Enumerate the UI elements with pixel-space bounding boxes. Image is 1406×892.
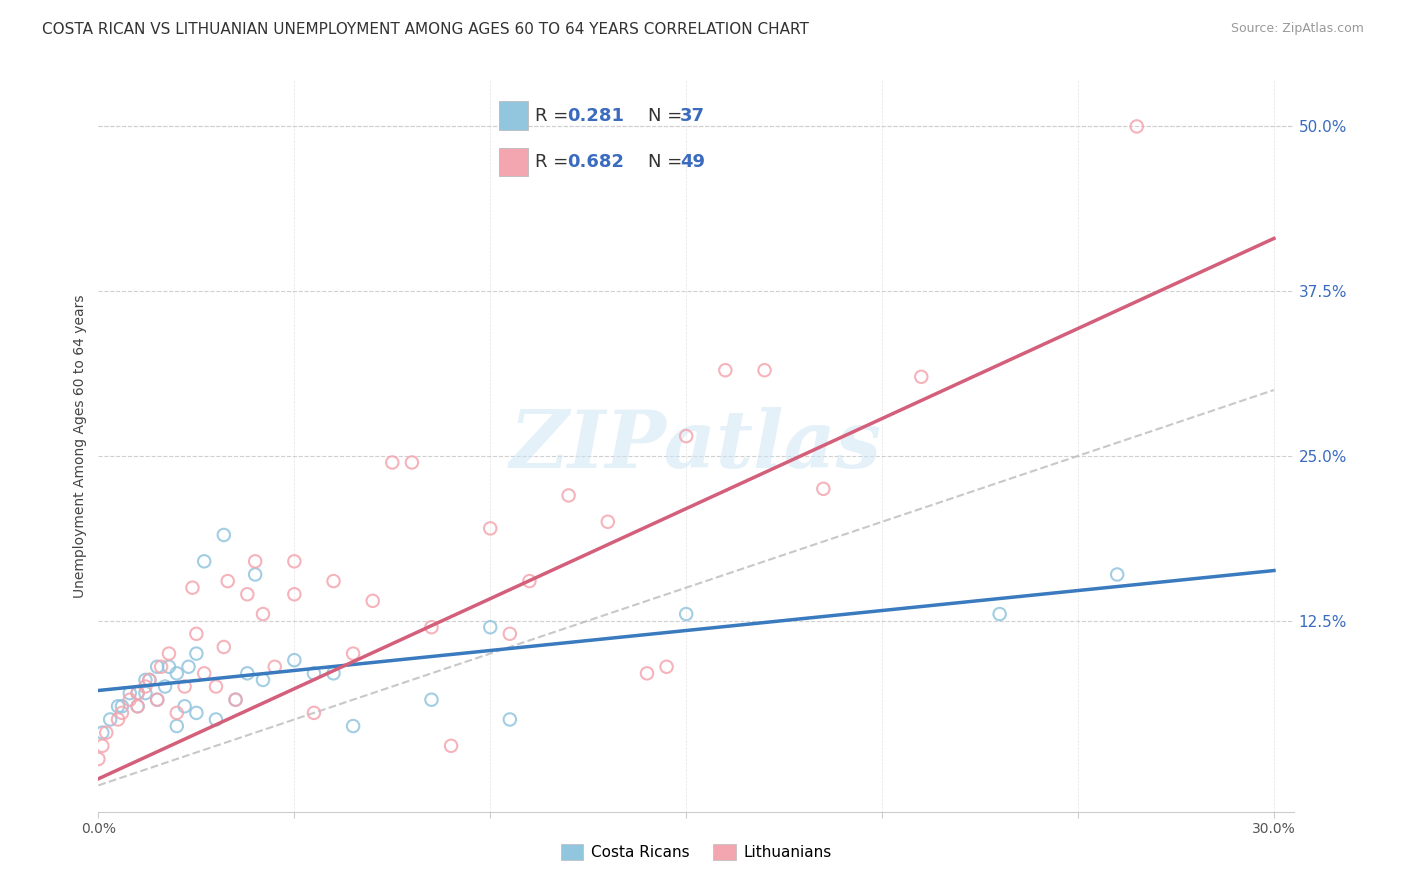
Point	[655, 659, 678, 673]
Text: ZIPatlas: ZIPatlas	[510, 408, 882, 484]
Point	[107, 699, 129, 714]
Point	[173, 680, 195, 694]
Point	[87, 752, 110, 766]
Point	[166, 706, 188, 720]
Point	[236, 587, 259, 601]
Point	[212, 640, 235, 654]
Point	[988, 607, 1011, 621]
Point	[186, 706, 208, 720]
Point	[127, 686, 149, 700]
Point	[127, 699, 149, 714]
Point	[217, 574, 239, 588]
Point	[146, 692, 169, 706]
Point	[479, 521, 502, 535]
Point	[636, 666, 658, 681]
Text: Source: ZipAtlas.com: Source: ZipAtlas.com	[1230, 22, 1364, 36]
Point	[243, 567, 266, 582]
Point	[252, 607, 274, 621]
Point	[420, 692, 443, 706]
Point	[243, 554, 266, 568]
Point	[302, 666, 325, 681]
Point	[107, 713, 129, 727]
Point	[146, 659, 169, 673]
Point	[186, 647, 208, 661]
Point	[96, 725, 118, 739]
Point	[166, 666, 188, 681]
Point	[134, 673, 156, 687]
Point	[225, 692, 247, 706]
Point	[440, 739, 463, 753]
Point	[150, 659, 173, 673]
Point	[910, 369, 932, 384]
Point	[675, 607, 697, 621]
Point	[193, 554, 215, 568]
Point	[263, 659, 285, 673]
Point	[127, 686, 149, 700]
Point	[322, 666, 344, 681]
Point	[98, 713, 121, 727]
Point	[111, 699, 134, 714]
Point	[127, 699, 149, 714]
Point	[361, 594, 384, 608]
Point	[181, 581, 204, 595]
Point	[153, 680, 176, 694]
Y-axis label: Unemployment Among Ages 60 to 64 years: Unemployment Among Ages 60 to 64 years	[73, 294, 87, 598]
Point	[754, 363, 776, 377]
Point	[401, 455, 423, 469]
Point	[118, 686, 141, 700]
Point	[499, 713, 522, 727]
Point	[166, 719, 188, 733]
Point	[1107, 567, 1129, 582]
Text: COSTA RICAN VS LITHUANIAN UNEMPLOYMENT AMONG AGES 60 TO 64 YEARS CORRELATION CHA: COSTA RICAN VS LITHUANIAN UNEMPLOYMENT A…	[42, 22, 808, 37]
Point	[596, 515, 619, 529]
Point	[420, 620, 443, 634]
Point	[342, 647, 364, 661]
Point	[381, 455, 404, 469]
Point	[91, 725, 114, 739]
Point	[146, 692, 169, 706]
Legend: Costa Ricans, Lithuanians: Costa Ricans, Lithuanians	[554, 838, 838, 866]
Point	[205, 713, 228, 727]
Point	[342, 719, 364, 733]
Point	[322, 574, 344, 588]
Point	[111, 706, 134, 720]
Point	[225, 692, 247, 706]
Point	[186, 627, 208, 641]
Point	[1126, 120, 1149, 134]
Point	[813, 482, 835, 496]
Point	[283, 554, 305, 568]
Point	[177, 659, 200, 673]
Point	[479, 620, 502, 634]
Point	[91, 739, 114, 753]
Point	[302, 706, 325, 720]
Point	[252, 673, 274, 687]
Point	[118, 692, 141, 706]
Point	[205, 680, 228, 694]
Point	[499, 627, 522, 641]
Point	[212, 528, 235, 542]
Point	[236, 666, 259, 681]
Point	[557, 488, 579, 502]
Point	[157, 647, 180, 661]
Point	[714, 363, 737, 377]
Point	[157, 659, 180, 673]
Point	[283, 653, 305, 667]
Point	[283, 587, 305, 601]
Point	[173, 699, 195, 714]
Point	[134, 680, 156, 694]
Point	[134, 686, 156, 700]
Point	[138, 673, 160, 687]
Point	[138, 673, 160, 687]
Point	[519, 574, 541, 588]
Point	[193, 666, 215, 681]
Point	[675, 429, 697, 443]
